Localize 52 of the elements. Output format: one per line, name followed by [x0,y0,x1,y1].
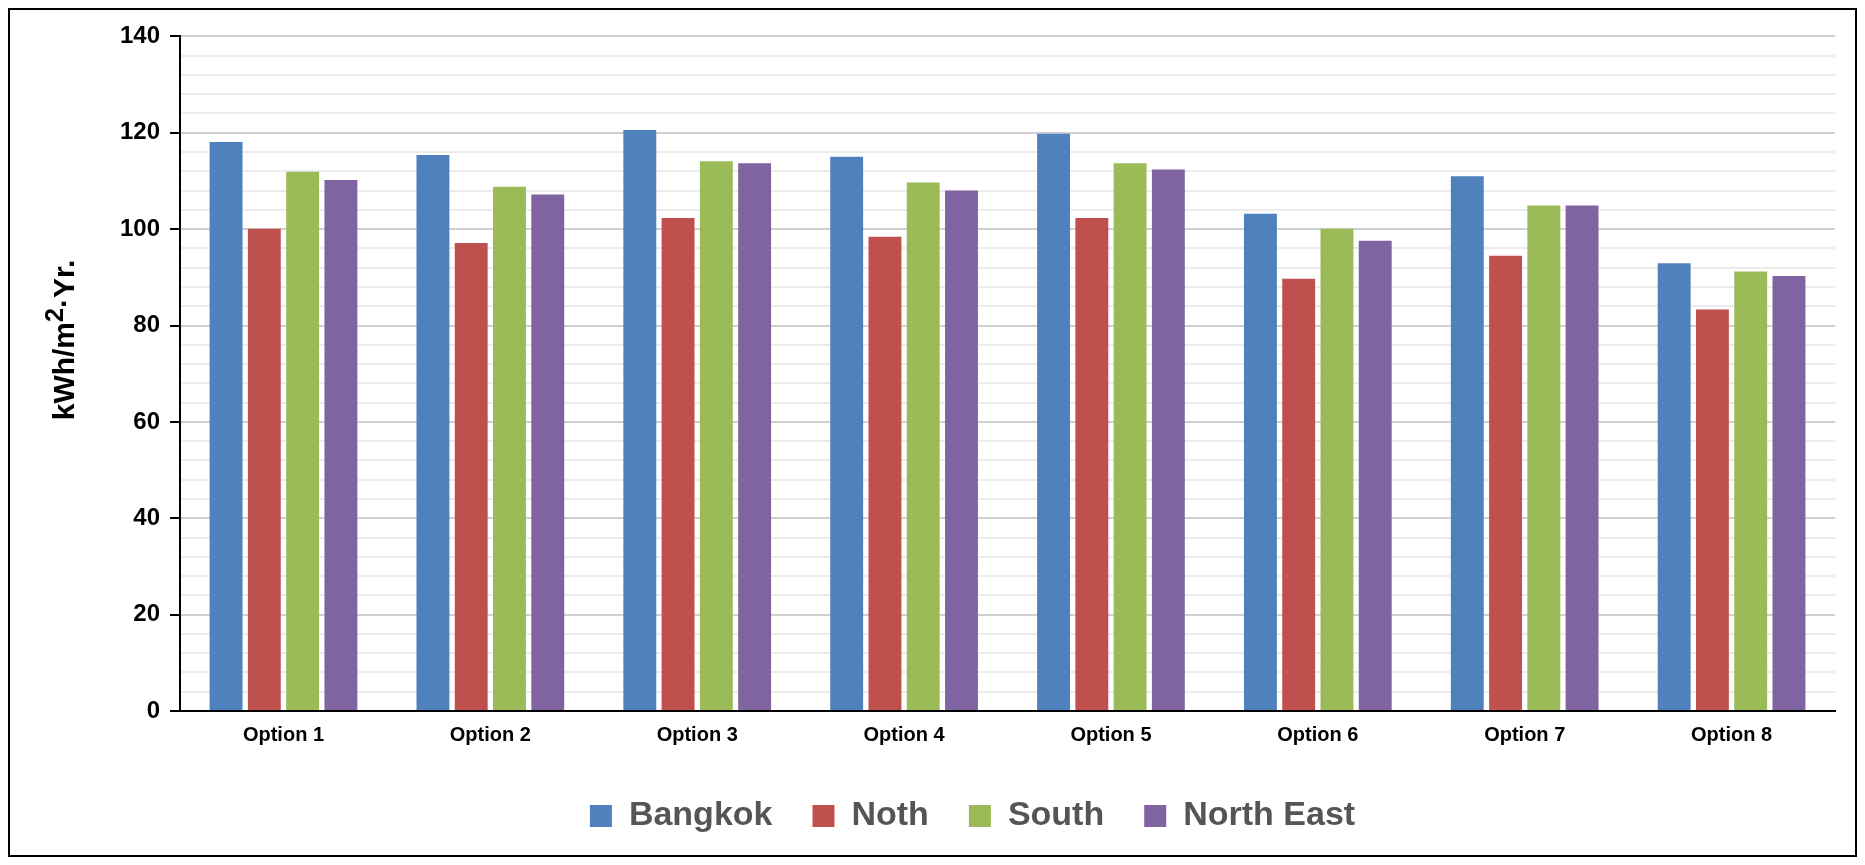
bar [1657,263,1691,710]
y-tick-label: 140 [120,21,161,49]
y-tick-label: 100 [120,213,161,241]
x-tick-label: Option 3 [656,722,738,745]
bar [1772,275,1806,710]
bar [830,156,864,710]
bar [945,190,978,710]
bar [454,243,488,710]
y-tick-label: 20 [133,599,161,627]
bar [699,161,733,710]
bar [209,141,243,710]
bar [416,154,450,710]
bar [1243,213,1277,710]
bar [1734,271,1768,710]
x-tick-label: Option 8 [1691,722,1773,745]
y-tick-label: 40 [133,502,161,530]
x-tick-label: Option 5 [1070,722,1152,745]
x-tick-label: Option 4 [863,722,946,745]
bar [286,171,320,710]
bar [1320,228,1354,710]
y-tick-label: 80 [133,310,161,338]
bar [1565,205,1599,710]
x-tick-label: Option 7 [1484,722,1566,745]
bar [623,129,657,710]
x-tick-label: Option 6 [1277,722,1359,745]
bar [1075,218,1109,710]
bar [868,236,902,710]
y-tick-label: 60 [133,406,161,434]
legend-label: Noth [851,794,929,833]
x-tick-label: Option 2 [449,722,531,745]
bar [906,182,940,710]
bar [324,179,358,710]
bar [1695,309,1729,710]
bar [661,218,695,710]
legend-label: Bangkok [628,794,773,833]
bar [1282,278,1316,710]
legend-label: North East [1183,794,1356,833]
bar [1489,255,1523,710]
bar [1113,163,1147,710]
bar [1450,176,1484,710]
legend-label: South [1007,794,1105,833]
y-tick-label: 120 [120,117,161,145]
bar [1151,169,1185,710]
bar [1527,205,1561,710]
bar [1037,133,1071,710]
bar [247,228,281,710]
bar [493,186,526,710]
x-tick-label: Option 1 [242,722,325,745]
bar [1358,240,1392,710]
y-tick-label: 0 [146,695,161,723]
bar [531,194,565,710]
bar [738,163,772,710]
